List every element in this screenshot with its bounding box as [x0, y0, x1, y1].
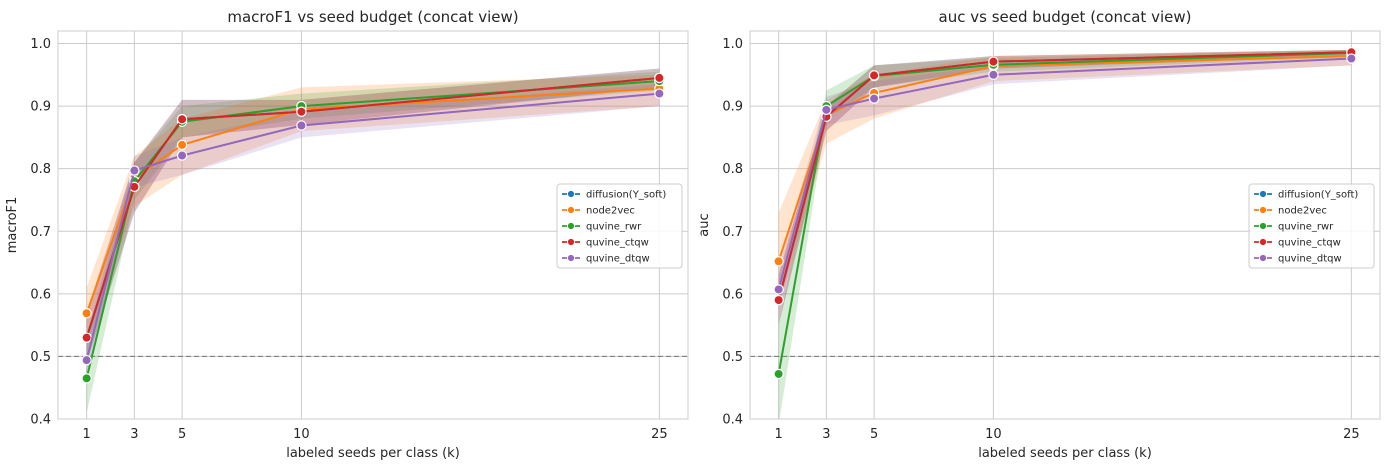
chart-panel-1: 0.4 0.5 0.6 0.7 0.8 0.9 1.0 1 3 5 10 25 macroF1 vs s… [5, 8, 689, 461]
y-tick-label: 0.8 [30, 162, 51, 177]
confidence-band-quvine_rwr [778, 49, 1352, 419]
data-point [988, 56, 999, 67]
chart-panel-2: 0.4 0.5 0.6 0.7 0.8 0.9 1.0 1 3 5 10 25 auc vs seed … [697, 8, 1381, 461]
legend-marker [1258, 205, 1268, 215]
legend-label: quvine_ctqw [1278, 238, 1341, 249]
legend-label: node2vec [1278, 206, 1327, 217]
legend-marker [566, 205, 576, 215]
data-point [821, 104, 832, 116]
y-tick-label: 0.9 [722, 100, 743, 115]
x-tick-label: 3 [822, 427, 830, 442]
legend-label: diffusion(Y_soft) [1278, 190, 1358, 201]
legend-item-node2vec: node2vec [1254, 206, 1327, 217]
data-point [773, 256, 784, 267]
data-point [296, 106, 307, 117]
y-axis-label: macroF1 [5, 197, 20, 254]
data-point [654, 72, 665, 84]
chart-title: macroF1 vs seed budget (concat view) [227, 8, 518, 26]
legend-label: quvine_dtqw [1278, 254, 1342, 265]
series-layer [750, 47, 1380, 419]
data-point [654, 88, 665, 99]
series-layer [58, 68, 688, 413]
x-tick-label: 1 [774, 427, 782, 442]
y-tick-label: 0.5 [722, 350, 743, 365]
legend-item-quvine_rwr: quvine_rwr [1254, 222, 1334, 233]
data-point [773, 284, 784, 295]
legend-item-diffusion(Y_soft): diffusion(Y_soft) [562, 190, 666, 201]
data-point [176, 139, 188, 151]
data-point [773, 368, 784, 380]
x-tick-label: 5 [178, 427, 186, 442]
data-point [1346, 53, 1357, 64]
y-tick-label: 0.7 [722, 225, 743, 240]
x-tick-label: 10 [293, 427, 310, 442]
y-tick-label: 0.9 [30, 100, 51, 115]
data-point [296, 120, 307, 131]
y-tick-label: 1.0 [722, 37, 743, 52]
y-tick-label: 1.0 [30, 37, 51, 52]
data-point [988, 69, 999, 81]
y-axis-label: auc [697, 213, 712, 236]
data-point [176, 114, 188, 125]
data-point [176, 150, 188, 161]
legend-marker [566, 221, 576, 231]
y-tick-label: 0.6 [722, 287, 743, 302]
legend-marker [566, 237, 576, 247]
data-point [81, 373, 92, 384]
y-tick-label: 0.4 [30, 413, 51, 428]
x-tick-label: 10 [985, 427, 1002, 442]
legend-marker [566, 189, 576, 199]
data-point [129, 165, 140, 176]
data-point [868, 93, 880, 104]
x-tick-label: 3 [130, 427, 138, 442]
legend-marker [1258, 221, 1268, 231]
y-tick-label: 0.4 [722, 413, 743, 428]
x-tick-label: 1 [82, 427, 90, 442]
legend-box [556, 183, 683, 269]
legend-label: diffusion(Y_soft) [586, 190, 666, 201]
legend-marker [566, 253, 576, 263]
x-tick-label: 25 [1343, 427, 1360, 442]
legend-label: quvine_ctqw [586, 238, 649, 249]
x-axis-label: labeled seeds per class (k) [286, 446, 460, 461]
legend: diffusion(Y_soft) node2vec quvine_rwrquvin… [556, 183, 683, 269]
legend-marker [1258, 237, 1268, 247]
data-point [81, 308, 92, 319]
legend-box [1248, 183, 1375, 269]
x-tick-label: 25 [651, 427, 668, 442]
legend: diffusion(Y_soft) node2vec quvine_rwrquvin… [1248, 183, 1375, 269]
data-point [868, 70, 880, 81]
plot-frame [57, 30, 689, 420]
confidence-band-quvine_dtqw [86, 84, 660, 382]
y-tick-label: 0.7 [30, 225, 51, 240]
legend-item-node2vec: node2vec [562, 206, 635, 217]
data-point [773, 294, 784, 306]
legend-label: quvine_rwr [1278, 222, 1334, 233]
legend-marker [1258, 253, 1268, 263]
plot-frame [749, 30, 1381, 420]
confidence-band-node2vec [86, 74, 660, 344]
legend-item-quvine_ctqw: quvine_ctqw [1254, 238, 1341, 249]
legend-label: quvine_rwr [586, 222, 642, 233]
y-tick-label: 0.8 [722, 162, 743, 177]
legend-label: node2vec [586, 206, 635, 217]
x-tick-label: 5 [870, 427, 878, 442]
legend-item-quvine_dtqw: quvine_dtqw [562, 254, 650, 265]
legend-item-diffusion(Y_soft): diffusion(Y_soft) [1254, 190, 1358, 201]
legend-label: quvine_dtqw [586, 254, 650, 265]
legend-marker [1258, 189, 1268, 199]
y-tick-label: 0.6 [30, 287, 51, 302]
legend-item-quvine_ctqw: quvine_ctqw [562, 238, 649, 249]
legend-item-quvine_dtqw: quvine_dtqw [1254, 254, 1342, 265]
data-point [81, 354, 92, 366]
y-tick-label: 0.5 [30, 350, 51, 365]
legend-item-quvine_rwr: quvine_rwr [562, 222, 642, 233]
chart-title: auc vs seed budget (concat view) [939, 8, 1192, 26]
x-axis-label: labeled seeds per class (k) [978, 446, 1152, 461]
data-point [81, 332, 92, 343]
